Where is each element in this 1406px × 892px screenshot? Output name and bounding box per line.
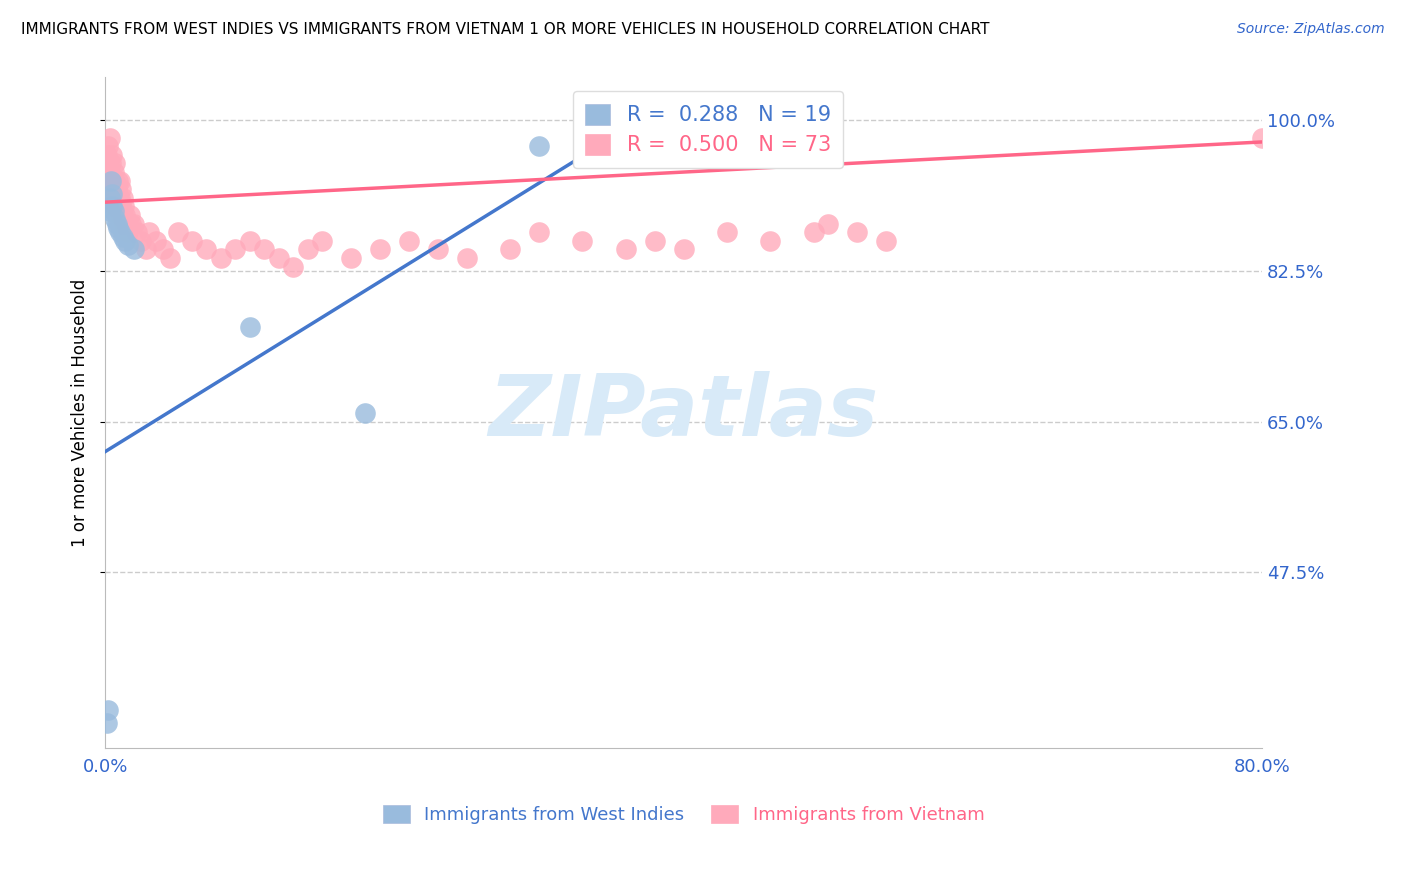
Vietnam [283,260,305,274]
Vietnam [125,225,148,239]
Y-axis label: 1 or more Vehicles in Household: 1 or more Vehicles in Household [72,279,89,547]
Vietnam [96,165,118,179]
Vietnam [98,130,121,145]
Text: Source: ZipAtlas.com: Source: ZipAtlas.com [1237,22,1385,37]
West Indies [527,139,550,153]
Vietnam [875,234,897,248]
West Indies [117,238,139,252]
Vietnam [112,199,135,213]
Vietnam [456,251,478,265]
Vietnam [112,217,135,231]
Vietnam [100,174,122,188]
Text: IMMIGRANTS FROM WEST INDIES VS IMMIGRANTS FROM VIETNAM 1 OR MORE VEHICLES IN HOU: IMMIGRANTS FROM WEST INDIES VS IMMIGRANT… [21,22,990,37]
Vietnam [118,208,141,222]
Vietnam [107,174,129,188]
Vietnam [846,225,869,239]
Vietnam [111,191,134,205]
Vietnam [267,251,290,265]
Vietnam [571,234,593,248]
West Indies [100,174,122,188]
Vietnam [96,148,118,162]
West Indies [105,217,128,231]
West Indies [103,203,125,218]
Vietnam [138,225,160,239]
Vietnam [131,234,153,248]
Vietnam [527,225,550,239]
West Indies [96,715,118,730]
Vietnam [1251,130,1274,145]
Vietnam [817,217,839,231]
Text: ZIPatlas: ZIPatlas [488,371,879,454]
Vietnam [100,156,122,170]
Vietnam [181,234,204,248]
Vietnam [103,199,125,213]
West Indies [122,243,145,257]
Vietnam [209,251,232,265]
West Indies [239,319,262,334]
West Indies [114,234,136,248]
Vietnam [114,208,136,222]
Vietnam [101,148,124,162]
Vietnam [97,156,120,170]
Vietnam [311,234,333,248]
Vietnam [499,243,522,257]
West Indies [354,406,377,420]
Vietnam [117,225,139,239]
Vietnam [110,199,132,213]
Vietnam [98,165,121,179]
Vietnam [239,234,262,248]
Vietnam [115,217,138,231]
Vietnam [122,217,145,231]
Vietnam [368,243,391,257]
Vietnam [152,243,174,257]
Vietnam [101,174,124,188]
Vietnam [166,225,188,239]
Vietnam [426,243,449,257]
Vietnam [644,234,666,248]
Vietnam [672,243,695,257]
Vietnam [759,234,782,248]
Vietnam [340,251,363,265]
West Indies [101,186,124,201]
Vietnam [104,156,127,170]
Vietnam [159,251,181,265]
Vietnam [108,208,131,222]
West Indies [111,229,134,244]
Vietnam [105,182,128,196]
Vietnam [108,191,131,205]
Vietnam [253,243,276,257]
Vietnam [614,243,637,257]
Vietnam [195,243,218,257]
Vietnam [111,208,134,222]
Vietnam [110,182,132,196]
Vietnam [224,243,246,257]
West Indies [108,225,131,239]
Vietnam [107,191,129,205]
Vietnam [101,191,124,205]
Vietnam [398,234,420,248]
Vietnam [803,225,825,239]
West Indies [101,199,124,213]
West Indies [98,203,121,218]
Vietnam [297,243,319,257]
Legend: Immigrants from West Indies, Immigrants from Vietnam: Immigrants from West Indies, Immigrants … [375,797,991,831]
Vietnam [104,174,127,188]
Vietnam [716,225,738,239]
Vietnam [97,139,120,153]
West Indies [104,212,127,227]
West Indies [98,191,121,205]
West Indies [97,703,120,717]
Vietnam [98,182,121,196]
Vietnam [108,174,131,188]
Vietnam [103,165,125,179]
Vietnam [135,243,157,257]
Vietnam [104,191,127,205]
Vietnam [120,217,142,231]
Vietnam [105,199,128,213]
Vietnam [145,234,167,248]
West Indies [107,221,129,235]
Vietnam [103,182,125,196]
